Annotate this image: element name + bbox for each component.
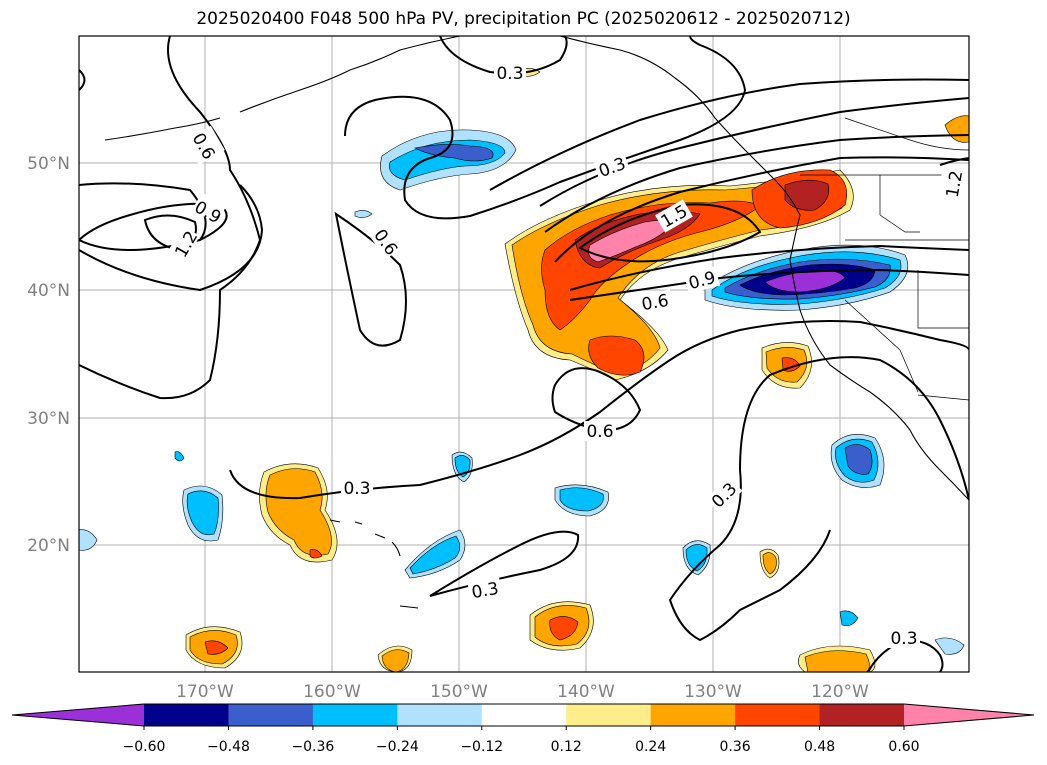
lon-label: 130°W — [684, 682, 742, 702]
colorbar-tick-label: 0.24 — [635, 739, 666, 755]
colorbar-swatch — [481, 704, 567, 726]
map-frame — [78, 35, 970, 673]
pv-contour-0.6 — [551, 367, 642, 432]
colorbar-tick-label: 0.12 — [551, 739, 582, 755]
colorbar-tick-label: −0.36 — [291, 739, 334, 755]
precip-negative-area — [409, 535, 461, 575]
longitude-labels: 170°W 160°W 150°W 140°W 130°W 120°W — [176, 682, 869, 702]
colorbar-swatch — [312, 704, 398, 726]
state-border — [844, 299, 919, 393]
precip-negative-area — [559, 487, 604, 512]
precip-negative-area — [79, 529, 98, 551]
colorbar-swatch — [144, 704, 229, 726]
precip-negative-area — [844, 444, 873, 475]
precip-negative-area — [414, 144, 494, 162]
lat-label: 40°N — [27, 281, 70, 301]
pv-contour-0.3 — [489, 78, 969, 191]
island — [329, 519, 419, 609]
precip-positive-area — [549, 616, 579, 641]
colorbar-tick-label: 0.36 — [720, 739, 751, 755]
colorbar-swatch — [566, 704, 652, 726]
colorbar-tick-label: −0.24 — [376, 739, 419, 755]
pv-contour-0.9 — [569, 244, 969, 291]
precip-positive-area — [588, 220, 673, 263]
plot-area: 0.3 0.6 0.9 1.2 1.5 0.6 0.9 0.6 0.3 0.6 … — [79, 36, 969, 672]
precip-positive-area — [265, 468, 332, 556]
pv-contour-0.9 — [544, 134, 969, 233]
lon-label: 160°W — [303, 682, 361, 702]
colorbar-tick-label: −0.12 — [460, 739, 503, 755]
colorbar-extend-max — [904, 704, 1034, 726]
colorbar-swatch — [397, 704, 483, 726]
pv-contour-0.6 — [569, 268, 969, 301]
latitude-labels: 50°N 40°N 30°N 20°N — [27, 154, 70, 556]
lat-label: 50°N — [27, 154, 70, 174]
state-border — [844, 117, 969, 151]
contour-label: 0.6 — [369, 226, 401, 260]
precip-positive-area — [309, 549, 323, 559]
lat-label: 20°N — [27, 536, 70, 556]
contour-label: 0.3 — [470, 579, 500, 603]
colorbar-swatch — [650, 704, 736, 726]
contour-label: 0.3 — [343, 479, 370, 499]
state-border — [879, 175, 920, 233]
pv-contour-0.3 — [867, 638, 944, 672]
pv-contour-1.5 — [578, 203, 762, 263]
alaska-coast — [239, 36, 461, 113]
colorbar-tick-label: 0.60 — [888, 739, 919, 755]
pv-contour-1.2 — [939, 157, 969, 166]
pv-contours — [79, 36, 969, 672]
colorbar-tick-label: −0.48 — [207, 739, 250, 755]
contour-label: 1.2 — [943, 169, 967, 199]
lat-label: 30°N — [27, 409, 70, 429]
precip-positive-area — [784, 179, 829, 211]
contour-label: 0.3 — [496, 64, 523, 84]
precip-negative-area — [685, 544, 708, 572]
lon-label: 140°W — [557, 682, 615, 702]
precip-negative-area — [934, 637, 965, 655]
precip-negative-area — [174, 451, 185, 462]
precip-positive-area — [762, 552, 777, 575]
contour-label: 0.6 — [640, 291, 670, 315]
precip-positive-area — [204, 640, 229, 655]
pv-contour-0.3 — [79, 184, 264, 292]
precip-negative-area — [354, 210, 373, 218]
contour-label: 1.2 — [171, 228, 202, 261]
mexico-border — [917, 394, 969, 401]
pv-contour-0.6 — [334, 211, 407, 347]
lon-label: 170°W — [176, 682, 234, 702]
canada-coast — [559, 36, 969, 501]
pv-contour-0.3 — [668, 469, 831, 642]
contour-label: 0.6 — [586, 422, 613, 442]
lon-label: 120°W — [811, 682, 869, 702]
precip-negative-area — [186, 490, 219, 536]
colorbar-extend-min — [12, 704, 144, 726]
colorbar-tick-label: −0.60 — [123, 739, 166, 755]
precip-positive-area — [804, 650, 870, 672]
state-border — [917, 270, 969, 329]
precip-positive-area — [944, 115, 969, 143]
colorbar-swatch — [819, 704, 905, 726]
pv-contour-0.6 — [79, 36, 262, 400]
pv-contour-1.2 — [554, 156, 969, 263]
lon-label: 150°W — [430, 682, 488, 702]
pv-contour-0.3 — [739, 356, 969, 501]
colorbar-swatch — [735, 704, 821, 726]
colorbar-tick-label: 0.48 — [804, 739, 835, 755]
contour-label: 0.3 — [890, 629, 917, 649]
precip-positive-area — [381, 649, 410, 672]
pv-contour-0.3 — [79, 182, 207, 241]
precip-negative-area — [839, 610, 859, 626]
colorbar: −0.60 −0.48 −0.36 −0.24 −0.12 0.12 0.24 0.36 0.4… — [11, 703, 1035, 755]
pv-contour-0.6 — [344, 36, 747, 220]
precip-positive-area — [588, 335, 645, 376]
map-title: 2025020400 F048 500 hPa PV, precipitatio… — [196, 9, 851, 29]
colorbar-swatch — [228, 704, 314, 726]
pv-contour-0.6 — [79, 69, 86, 91]
coastlines — [104, 36, 969, 609]
